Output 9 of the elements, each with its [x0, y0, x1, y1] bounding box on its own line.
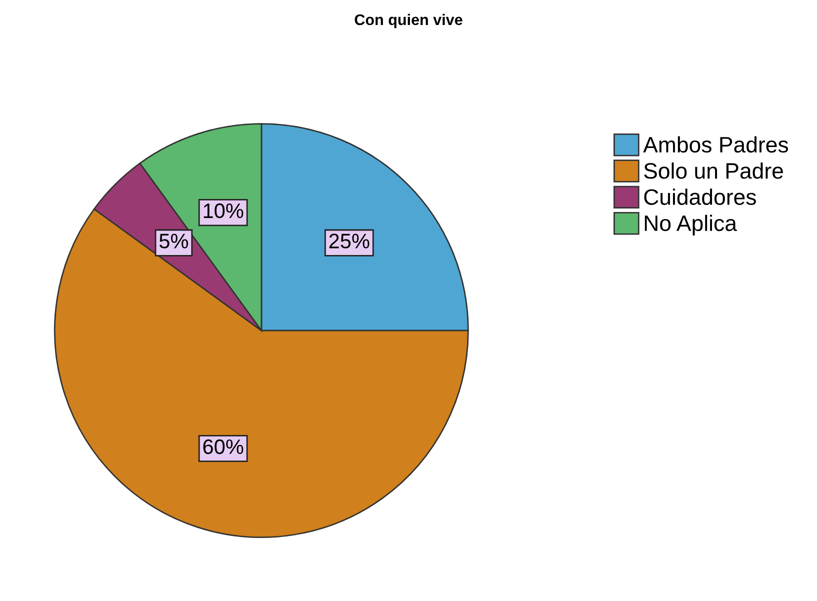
legend-label: Ambos Padres [643, 136, 788, 153]
legend-label: Solo un Padre [644, 162, 783, 179]
data-label: 60% [203, 439, 244, 454]
chart-title: Con quien vive [354, 14, 462, 28]
data-label: 25% [329, 234, 370, 248]
legend-label: No Aplica [644, 214, 737, 236]
data-label: 10% [204, 203, 244, 218]
legend-label: Cuidadores [644, 188, 756, 205]
data-label: 5% [160, 234, 188, 248]
